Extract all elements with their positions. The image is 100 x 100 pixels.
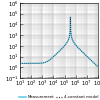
Legend: Measurement, 4-constant model: Measurement, 4-constant model	[18, 93, 100, 100]
